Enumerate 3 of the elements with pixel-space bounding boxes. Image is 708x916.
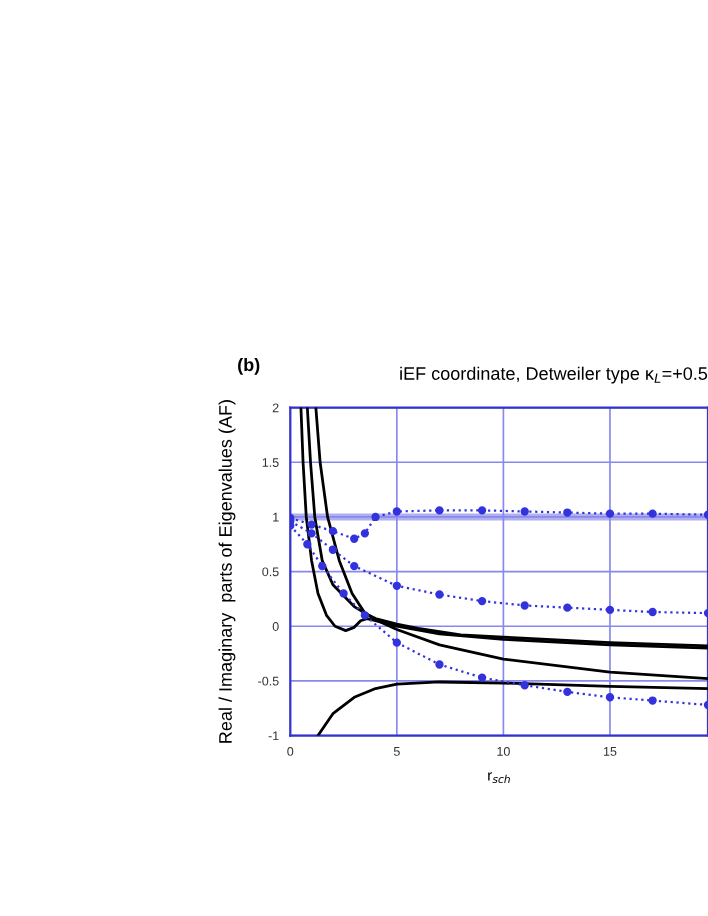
- text: (b): [238, 357, 260, 375]
- chart-title: iEF coordinate, Detweiler type κ$_{L}$=+0.5: [400, 366, 708, 384]
- y-axis-title: Real / Imaginary parts of Eigenvalues (AF): [218, 400, 236, 743]
